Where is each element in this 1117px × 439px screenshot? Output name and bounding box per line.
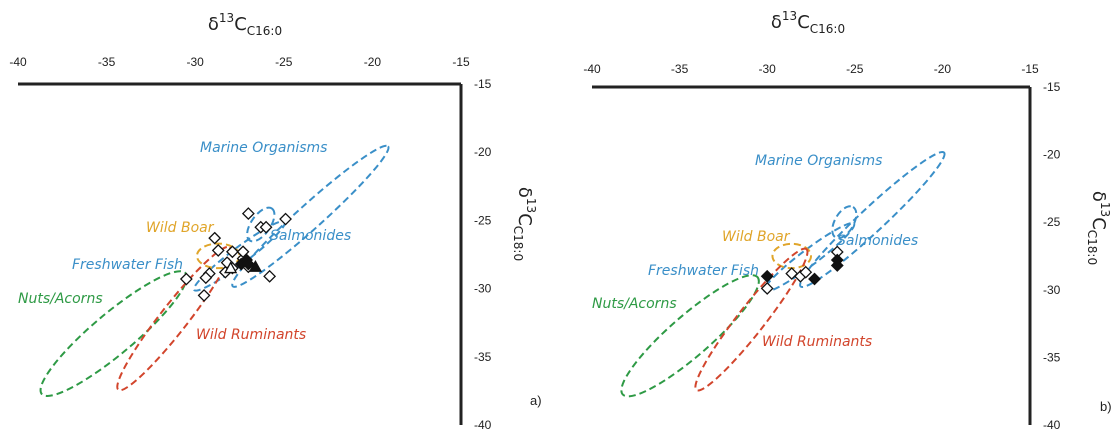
x-tick-label: -20 bbox=[934, 62, 952, 76]
x-axis-title: δ13CC16:0 bbox=[208, 11, 282, 38]
region-ruminants-ellipse bbox=[694, 247, 809, 392]
panel-label: a) bbox=[530, 393, 542, 408]
y-tick-label: -20 bbox=[474, 145, 492, 159]
x-tick-label: -40 bbox=[9, 55, 27, 69]
filled-diamond-point bbox=[830, 259, 844, 272]
open-diamond-point bbox=[799, 265, 813, 279]
y-tick-label: -30 bbox=[474, 282, 492, 296]
y-tick-label: -15 bbox=[474, 77, 492, 91]
open-diamond-point bbox=[199, 271, 213, 285]
region-freshwater-label: Freshwater Fish bbox=[648, 263, 759, 279]
region-freshwater-label: Freshwater Fish bbox=[72, 257, 183, 273]
filled-diamond-point bbox=[808, 272, 821, 286]
region-marine-label: Marine Organisms bbox=[755, 153, 882, 169]
region-nuts-ellipse bbox=[39, 270, 188, 397]
y-tick-label: -35 bbox=[1043, 350, 1061, 364]
open-diamond-point bbox=[197, 289, 211, 302]
x-tick-label: -35 bbox=[671, 62, 689, 76]
open-diamond-point bbox=[208, 231, 222, 245]
region-ruminants-ellipse bbox=[116, 245, 232, 392]
y-tick-label: -25 bbox=[474, 213, 492, 227]
region-boar-ellipse bbox=[771, 242, 813, 270]
regions: Marine Organisms Salmonides Freshwater Fis… bbox=[592, 150, 946, 398]
region-boar-label: Wild Boar bbox=[146, 220, 215, 236]
y-tick-label: -40 bbox=[1043, 418, 1061, 432]
y-tick-label: -15 bbox=[1043, 80, 1061, 94]
region-ruminants-label: Wild Ruminants bbox=[196, 327, 306, 343]
open-diamond-point bbox=[211, 243, 225, 257]
regions: Marine Organisms Salmonides Freshwater Fis… bbox=[18, 140, 390, 397]
filled-diamond-point bbox=[760, 269, 774, 283]
y-tick-label: -35 bbox=[474, 350, 492, 364]
open-diamond-point bbox=[225, 245, 239, 259]
open-triangle-point bbox=[224, 261, 238, 274]
x-tick-label: -35 bbox=[98, 55, 116, 69]
y-tick-label: -20 bbox=[1043, 148, 1061, 162]
open-diamond-point bbox=[241, 207, 255, 220]
x-tick-label: -30 bbox=[759, 62, 777, 76]
region-boar-label: Wild Boar bbox=[722, 229, 791, 245]
y-tick-label: -40 bbox=[474, 418, 492, 432]
y-axis-title: δ13CC18:0 bbox=[1085, 191, 1112, 265]
region-nuts-label: Nuts/Acorns bbox=[18, 291, 103, 307]
y-tick-label: -30 bbox=[1043, 283, 1061, 297]
x-tick-label: -40 bbox=[583, 62, 601, 76]
open-diamond-point bbox=[263, 269, 277, 283]
y-axis-title: δ13CC18:0 bbox=[511, 187, 538, 261]
panel-a: -40 -35 -30 -25 -20 -15 -15 -20 -25 -30 -35 -40 δ13C… bbox=[9, 11, 541, 432]
x-tick-label: -20 bbox=[364, 55, 382, 69]
open-diamond-point bbox=[179, 272, 193, 286]
x-tick-label: -15 bbox=[1021, 62, 1039, 76]
region-ruminants-label: Wild Ruminants bbox=[762, 334, 872, 350]
region-nuts-ellipse bbox=[620, 274, 760, 398]
x-tick-label: -25 bbox=[846, 62, 864, 76]
region-nuts-label: Nuts/Acorns bbox=[592, 296, 677, 312]
open-diamond-point bbox=[279, 212, 292, 226]
region-salmonides-label: Salmonides bbox=[837, 233, 918, 249]
filled-diamond-point bbox=[241, 257, 255, 271]
panel-b: -40 -35 -30 -25 -20 -15 -15 -20 -25 -30 -35 -40 δ13C… bbox=[583, 9, 1112, 432]
data-points bbox=[760, 245, 844, 295]
x-tick-label: -15 bbox=[452, 55, 470, 69]
x-axis-title: δ13CC16:0 bbox=[771, 9, 845, 36]
open-diamond-point bbox=[259, 220, 273, 234]
x-tick-label: -30 bbox=[187, 55, 205, 69]
x-tick-label: -25 bbox=[275, 55, 293, 69]
y-tick-label: -25 bbox=[1043, 215, 1061, 229]
region-salmonides-label: Salmonides bbox=[270, 228, 351, 244]
open-diamond-point bbox=[760, 282, 774, 295]
region-marine-label: Marine Organisms bbox=[200, 140, 327, 156]
panel-label: b) bbox=[1100, 399, 1112, 414]
region-marine-ellipse bbox=[231, 144, 390, 288]
filled-triangle-point bbox=[248, 259, 263, 272]
region-marine-ellipse bbox=[799, 150, 946, 288]
data-points bbox=[179, 207, 292, 302]
